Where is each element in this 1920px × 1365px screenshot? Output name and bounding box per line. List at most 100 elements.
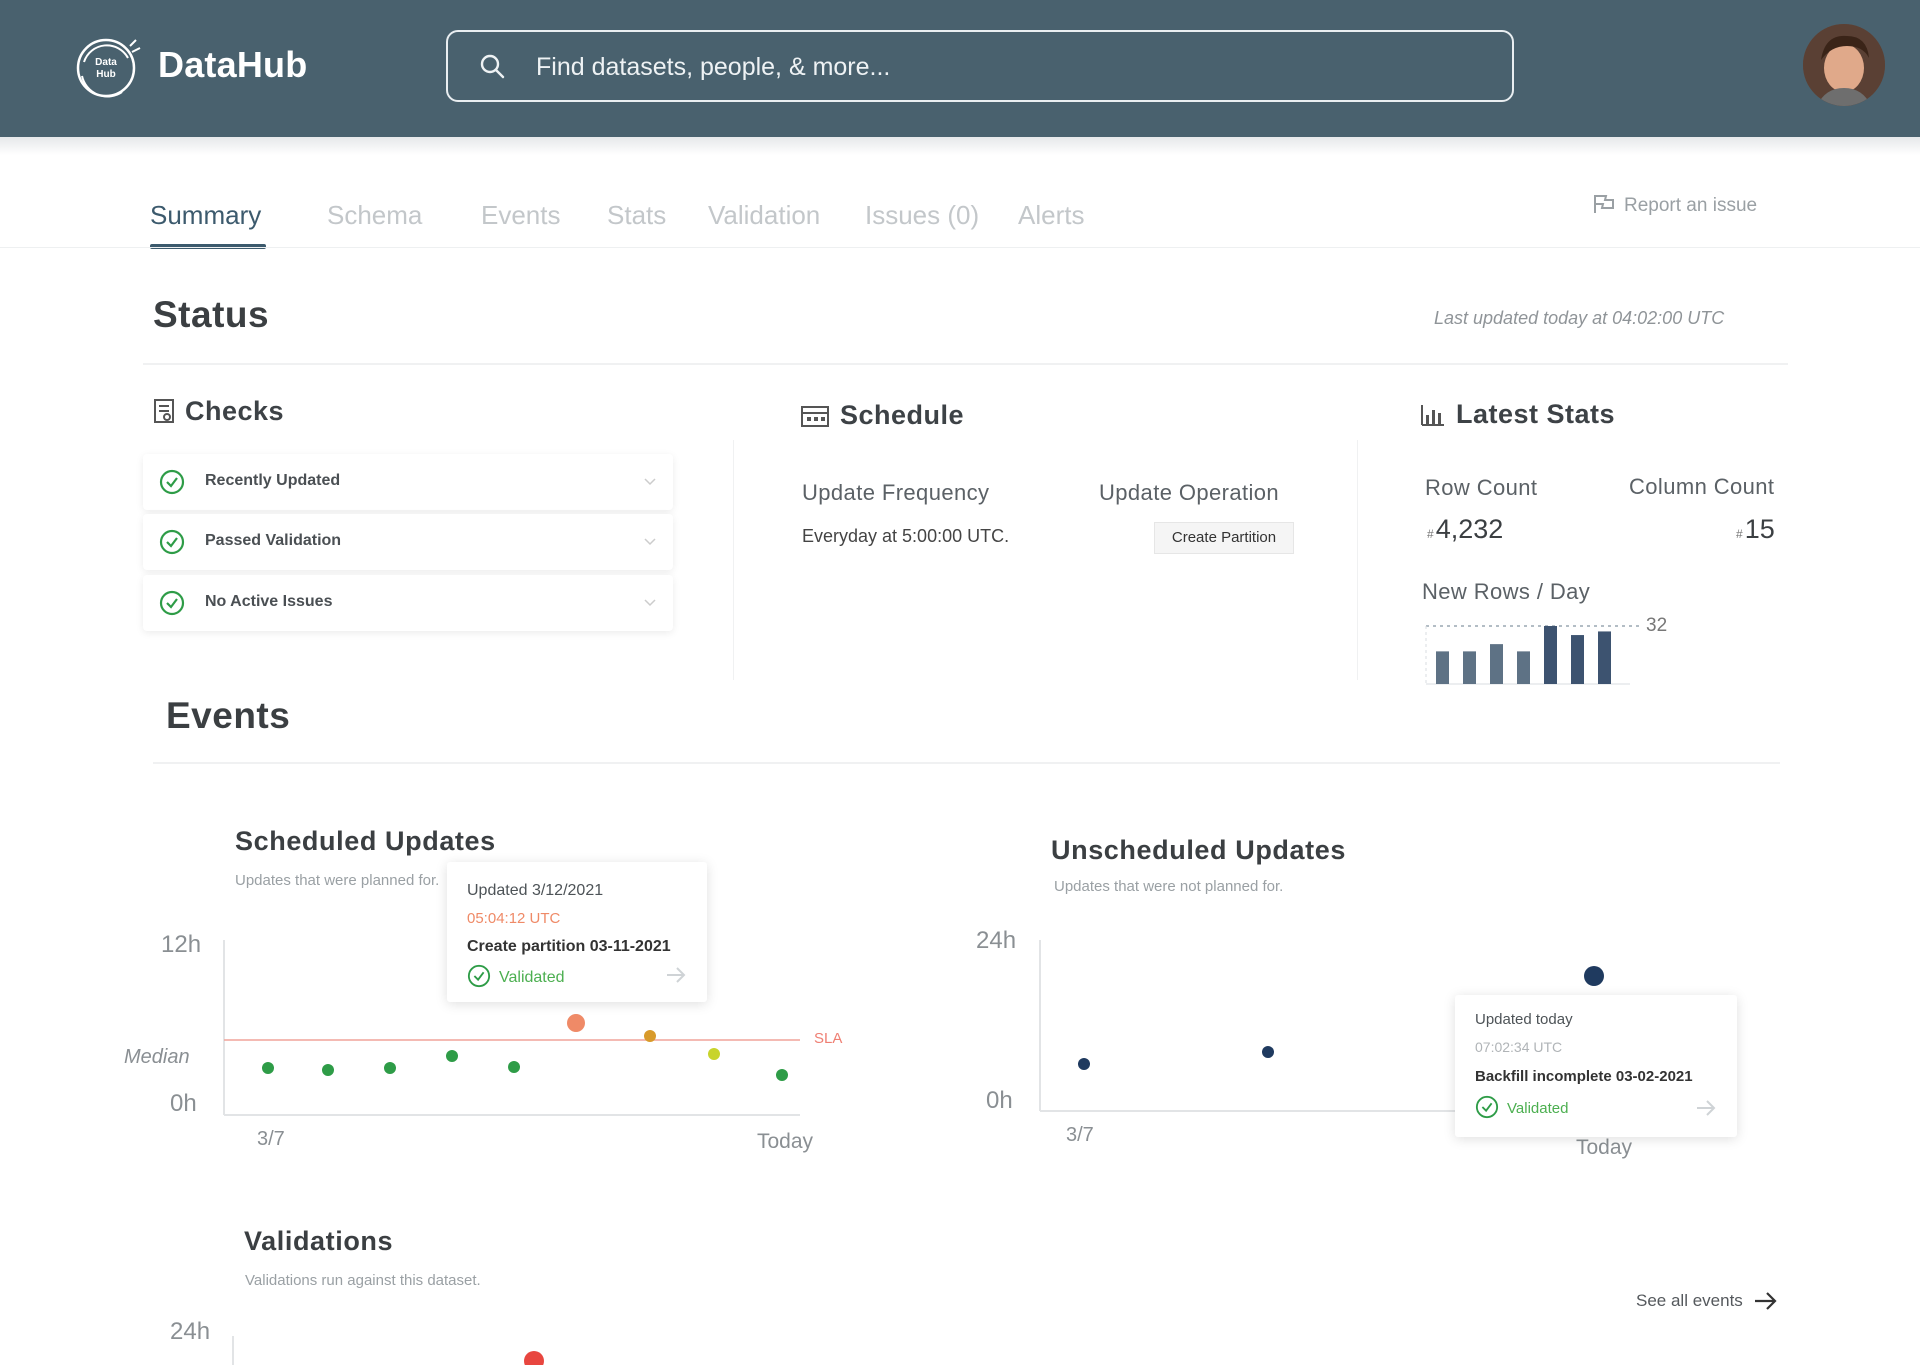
schedule-title: Schedule [800,400,964,431]
max-value-label: 32 [1646,615,1667,636]
data-point-selected[interactable] [1584,966,1604,986]
y-axis-top-label: 12h [161,931,202,958]
bar [1463,651,1476,684]
search-icon [480,54,505,79]
check-label: No Active Issues [205,593,333,610]
check-passed-validation[interactable]: Passed Validation [143,514,673,570]
arrow-right-icon[interactable] [1695,1099,1717,1117]
data-point[interactable] [776,1069,788,1081]
tab-events[interactable]: Events [481,200,561,230]
search-placeholder: Find datasets, people, & more... [536,53,891,81]
row-count-label: Row Count [1425,475,1538,500]
tab-stats[interactable]: Stats [607,200,667,230]
row-count-value: #4,232 [1427,514,1503,545]
latest-stats-title-label: Latest Stats [1456,399,1616,429]
active-tab-indicator [150,244,266,249]
check-circle-icon [159,590,185,616]
data-point[interactable] [1262,1046,1274,1058]
hash-prefix: # [1736,527,1743,541]
calendar-icon [801,406,829,427]
data-point[interactable] [644,1030,656,1042]
logo-text-data: Data [95,57,117,68]
tooltip-operation: Create partition 03-11-2021 [467,938,671,955]
see-all-events-link[interactable]: See all events [1636,1290,1779,1312]
update-frequency-value: Everyday at 5:00:00 UTC. [802,526,1010,546]
chevron-down-icon[interactable] [643,534,657,548]
tooltip-date: Updated 3/12/2021 [467,882,604,899]
checks-title: Checks [153,396,284,427]
bar [1517,651,1530,684]
tooltip-date: Updated today [1475,1011,1573,1028]
bar [1544,626,1557,684]
bar [1436,651,1449,684]
new-rows-per-day-label: New Rows / Day [1422,579,1591,604]
header-shadow [0,137,1920,155]
tooltip-time: 07:02:34 UTC [1475,1039,1563,1055]
check-circle-icon [159,469,185,495]
scheduled-updates-chart [223,940,800,1116]
data-point[interactable] [524,1351,544,1365]
bar [1598,631,1611,684]
schedule-title-label: Schedule [840,400,965,430]
brand-name[interactable]: DataHub [158,44,308,85]
see-all-events-label: See all events [1636,1291,1743,1310]
data-point[interactable] [1078,1058,1090,1070]
last-updated-text: Last updated today at 04:02:00 UTC [1434,308,1725,328]
report-issue-link[interactable]: Report an issue [1592,193,1757,217]
sla-label: SLA [814,1030,843,1047]
unscheduled-update-tooltip: Updated today 07:02:34 UTC Backfill inco… [1455,995,1737,1137]
logo-text-hub: Hub [96,69,115,80]
validations-title: Validations [244,1226,394,1256]
unscheduled-updates-subtitle: Updates that were not planned for. [1054,878,1284,895]
avatar-image [1803,24,1885,106]
x-axis-start-label: 3/7 [1066,1124,1094,1146]
data-point[interactable] [708,1048,720,1060]
tooltip-status-label: Validated [1507,1100,1569,1117]
validations-subtitle: Validations run against this dataset. [245,1272,481,1289]
status-divider [143,363,1788,365]
y-axis-top-label: 24h [976,927,1017,954]
tooltip-status-label: Validated [499,969,565,986]
datahub-logo-icon[interactable]: Data Hub [70,32,142,104]
tab-summary[interactable]: Summary [150,200,262,230]
user-avatar[interactable] [1803,24,1885,106]
x-axis-end-label: Today [1576,1136,1633,1159]
x-axis-end-label: Today [757,1130,814,1153]
data-point[interactable] [567,1014,585,1032]
bar-chart-icon [1421,405,1444,426]
scheduled-update-tooltip: Updated 3/12/2021 05:04:12 UTC Create pa… [447,862,707,1002]
check-circle-icon [1475,1095,1499,1119]
check-circle-icon [159,529,185,555]
data-point[interactable] [508,1061,520,1073]
tabs-divider [0,247,1920,248]
tab-alerts[interactable]: Alerts [1018,200,1085,230]
arrow-right-icon[interactable] [665,966,687,984]
tab-schema[interactable]: Schema [327,200,423,230]
flag-icon [1594,195,1614,213]
column-count-label: Column Count [1629,474,1775,499]
arrow-right-icon [1754,1292,1777,1310]
latest-stats-title: Latest Stats [1420,399,1615,430]
scheduled-updates-subtitle: Updates that were planned for. [235,872,440,889]
search-input[interactable]: Find datasets, people, & more... [446,30,1514,102]
data-point[interactable] [446,1050,458,1062]
tab-issues[interactable]: Issues (0) [865,200,980,230]
data-point[interactable] [262,1062,274,1074]
data-point[interactable] [322,1064,334,1076]
column-count-number: 15 [1744,514,1775,544]
check-no-active-issues[interactable]: No Active Issues [143,575,673,631]
row-count-number: 4,232 [1435,514,1504,544]
column-count-value: #15 [1736,514,1775,545]
tab-validation[interactable]: Validation [708,200,821,230]
report-issue-label: Report an issue [1624,195,1758,216]
checklist-icon [154,399,174,423]
create-partition-button[interactable]: Create Partition [1154,522,1294,554]
update-operation-label: Update Operation [1099,480,1280,505]
y-axis-median-label: Median [124,1046,190,1068]
check-recently-updated[interactable]: Recently Updated [143,454,673,510]
hash-prefix: # [1427,527,1434,541]
chevron-down-icon[interactable] [643,474,657,488]
data-point[interactable] [384,1062,396,1074]
check-label: Passed Validation [205,532,342,549]
chevron-down-icon[interactable] [643,595,657,609]
